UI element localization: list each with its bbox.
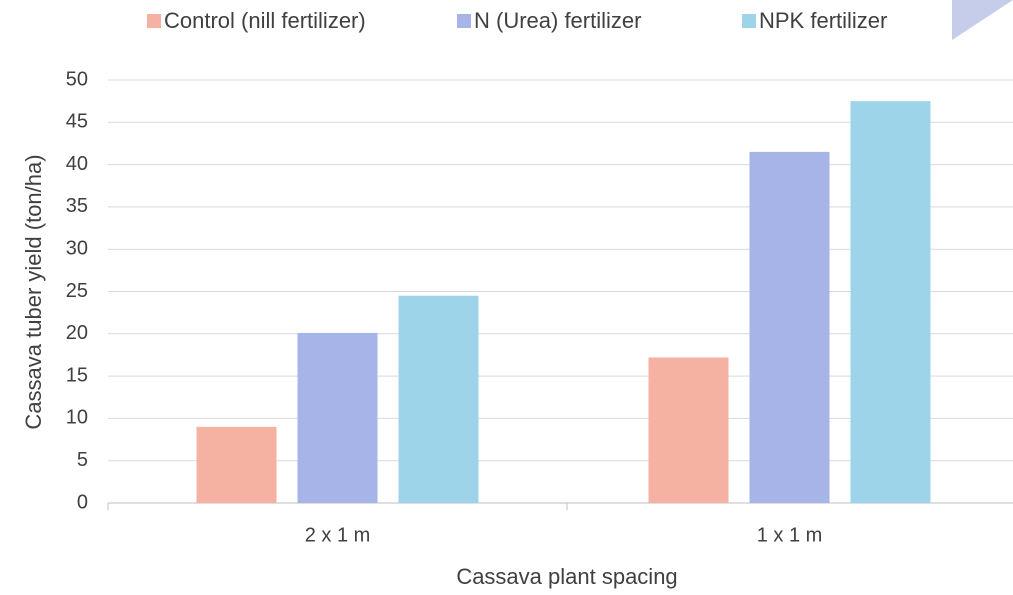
y-tick-label: 5 xyxy=(77,449,88,471)
x-tick-label: 2 x 1 m xyxy=(305,524,371,546)
y-tick-label: 10 xyxy=(66,407,88,429)
bar xyxy=(850,101,931,504)
legend-swatch xyxy=(147,14,161,28)
legend-label: Control (nill fertilizer) xyxy=(164,8,366,33)
y-tick-label: 20 xyxy=(66,322,88,344)
y-axis-title: Cassava tuber yield (ton/ha) xyxy=(21,154,46,429)
decoration xyxy=(952,0,1013,40)
legend-swatch xyxy=(457,14,471,28)
bar xyxy=(297,332,378,503)
x-tick-label: 1 x 1 m xyxy=(757,524,823,546)
y-tick-label: 35 xyxy=(66,195,88,217)
bar xyxy=(398,295,479,503)
legend-swatch xyxy=(742,14,756,28)
bar xyxy=(749,151,830,503)
y-tick-label: 15 xyxy=(66,364,88,386)
legend-label: NPK fertilizer xyxy=(759,8,887,33)
x-axis-title: Cassava plant spacing xyxy=(456,564,677,589)
y-tick-label: 25 xyxy=(66,280,88,302)
bar xyxy=(196,426,277,503)
bar xyxy=(648,357,729,503)
y-tick-label: 0 xyxy=(77,491,88,513)
y-tick-label: 50 xyxy=(66,68,88,90)
y-tick-label: 45 xyxy=(66,111,88,133)
legend-label: N (Urea) fertilizer xyxy=(474,8,641,33)
y-tick-label: 30 xyxy=(66,237,88,259)
y-tick-label: 40 xyxy=(66,153,88,175)
